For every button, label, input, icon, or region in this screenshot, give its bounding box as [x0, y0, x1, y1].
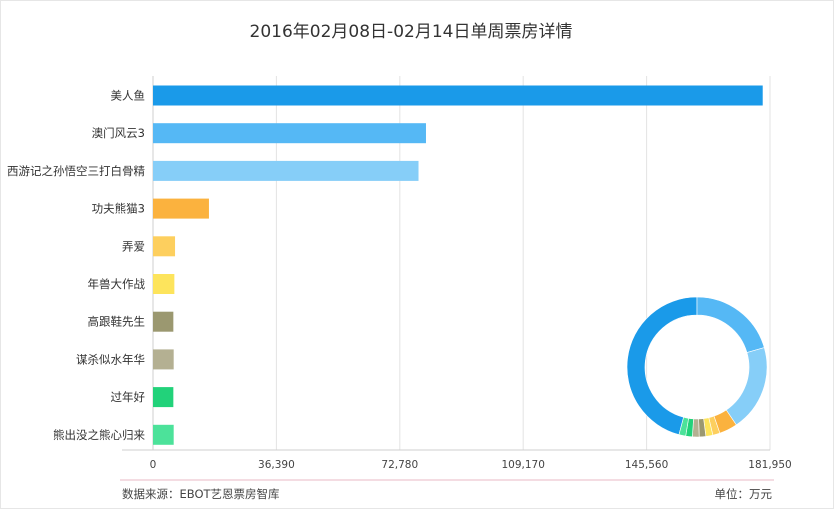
- category-label: 功夫熊猫3: [92, 202, 145, 216]
- bar[interactable]: [153, 160, 419, 181]
- x-tick-label: 181,950: [748, 459, 791, 471]
- donut-slice[interactable]: [696, 296, 765, 353]
- bar[interactable]: [153, 387, 174, 408]
- category-label: 谋杀似水年华: [76, 352, 145, 366]
- bar[interactable]: [153, 85, 763, 106]
- unit-note: 单位：万元: [714, 487, 773, 501]
- category-label: 西游记之孙悟空三打白骨精: [7, 164, 145, 178]
- bar[interactable]: [153, 349, 174, 370]
- data-source-note: 数据来源：EBOT艺恩票房智库: [122, 487, 280, 501]
- x-tick-label: 0: [150, 459, 157, 471]
- bar[interactable]: [153, 424, 174, 445]
- donut-slice[interactable]: [725, 347, 768, 426]
- donut-slice[interactable]: [626, 296, 698, 436]
- category-label: 熊出没之熊心归来: [53, 428, 145, 442]
- x-tick-label: 109,170: [501, 459, 544, 471]
- category-label: 美人鱼: [111, 89, 146, 103]
- chart-title: 2016年02月08日-02月14日单周票房详情: [249, 22, 573, 42]
- x-tick-label: 72,780: [381, 459, 418, 471]
- category-label: 年兽大作战: [88, 277, 146, 291]
- bar[interactable]: [153, 198, 209, 219]
- category-label: 过年好: [111, 390, 146, 404]
- x-tick-label: 36,390: [258, 459, 295, 471]
- category-label: 高跟鞋先生: [88, 315, 146, 329]
- category-label: 弄爱: [122, 239, 145, 253]
- category-label: 澳门风云3: [92, 126, 145, 140]
- bar[interactable]: [153, 274, 175, 294]
- bar[interactable]: [153, 311, 174, 332]
- x-tick-label: 145,560: [625, 459, 668, 471]
- donut-slice[interactable]: [678, 416, 689, 437]
- bar[interactable]: [153, 236, 176, 257]
- bar[interactable]: [153, 123, 426, 144]
